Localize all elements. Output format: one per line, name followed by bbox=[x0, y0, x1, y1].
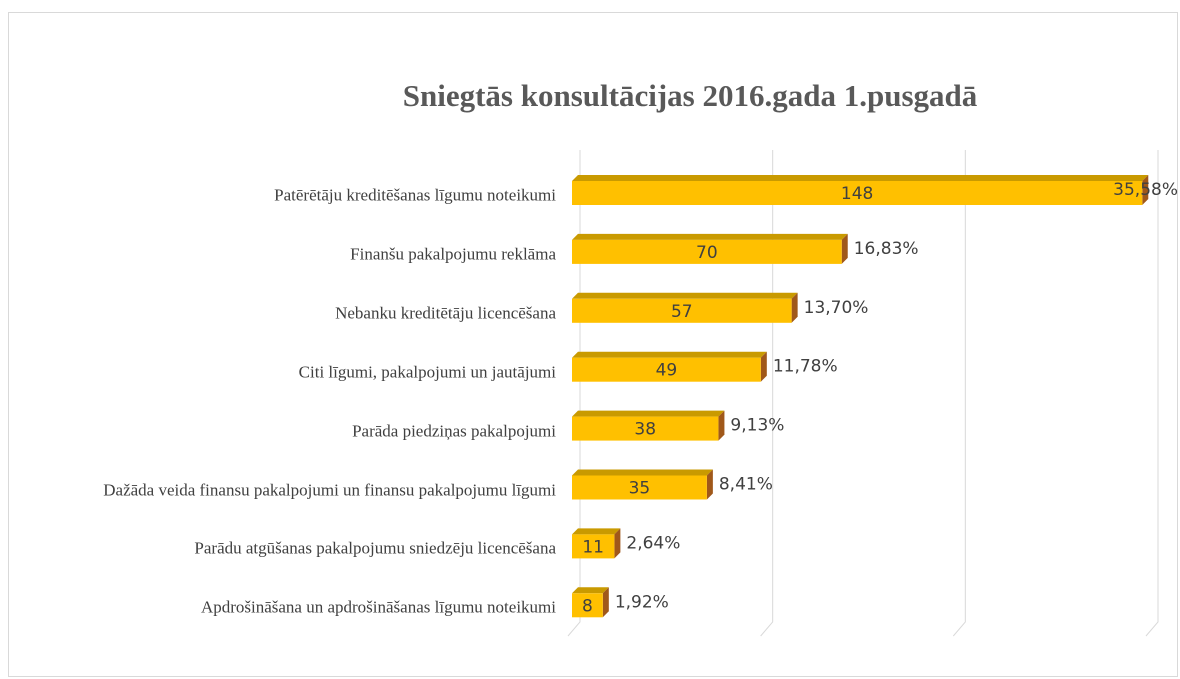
bar bbox=[572, 351, 767, 382]
share-label: 13,70% bbox=[804, 298, 869, 318]
value-label: 148 bbox=[841, 184, 873, 204]
bar-top bbox=[572, 410, 725, 417]
bar bbox=[572, 528, 621, 559]
value-label: 8 bbox=[582, 596, 593, 616]
share-label: 16,83% bbox=[854, 239, 919, 259]
grid-line bbox=[567, 150, 581, 637]
bar-front bbox=[572, 298, 792, 323]
bar bbox=[572, 292, 798, 323]
category-label: Finanšu pakalpojumu reklāma bbox=[350, 244, 556, 264]
share-label: 35,58% bbox=[1113, 180, 1178, 200]
value-label: 11 bbox=[582, 537, 604, 557]
share-label: 8,41% bbox=[719, 475, 773, 495]
bar-side bbox=[791, 292, 798, 323]
category-label: Nebanku kreditētāju licencēšana bbox=[335, 303, 556, 323]
bar bbox=[572, 469, 713, 500]
bar-side bbox=[614, 528, 621, 559]
bar-top bbox=[572, 175, 1149, 181]
bar-front bbox=[572, 416, 719, 441]
grid-line bbox=[760, 150, 774, 637]
category-label: Apdrošināšana un apdrošināšanas līgumu n… bbox=[200, 597, 556, 617]
bar-side bbox=[602, 587, 609, 618]
bar-top bbox=[572, 587, 609, 594]
bar-top bbox=[572, 351, 767, 358]
bar-front bbox=[572, 593, 603, 618]
value-label: 49 bbox=[656, 361, 678, 381]
category-label: Parādu atgūšanas pakalpojumu sniedzēju l… bbox=[194, 538, 556, 558]
bar-front bbox=[572, 475, 707, 500]
grid-line bbox=[1145, 150, 1159, 637]
value-label: 57 bbox=[671, 302, 693, 322]
bar-top bbox=[572, 469, 713, 476]
category-label: Dažāda veida finansu pakalpojumi un fina… bbox=[103, 480, 556, 499]
bar-side bbox=[706, 469, 713, 500]
value-label: 35 bbox=[629, 479, 651, 499]
bar-front bbox=[572, 239, 842, 264]
bar bbox=[572, 175, 1149, 205]
bar-top bbox=[572, 528, 621, 535]
category-label: Patērētāju kreditēšanas līgumu noteikumi bbox=[274, 185, 556, 205]
bar bbox=[572, 233, 848, 264]
bar-top bbox=[572, 233, 848, 240]
share-label: 9,13% bbox=[730, 416, 784, 436]
chart-title: Sniegtās konsultācijas 2016.gada 1.pusga… bbox=[402, 78, 978, 113]
bar-front bbox=[572, 181, 1143, 205]
bar-side bbox=[841, 233, 848, 264]
share-label: 2,64% bbox=[626, 533, 680, 553]
category-label: Parāda piedziņas pakalpojumi bbox=[352, 421, 556, 441]
bar bbox=[572, 410, 725, 441]
share-label: 1,92% bbox=[615, 592, 669, 612]
bar-front bbox=[572, 534, 615, 559]
chart-frame bbox=[8, 12, 1178, 677]
grid-line bbox=[952, 150, 966, 637]
value-label: 38 bbox=[634, 420, 656, 440]
bar-front bbox=[572, 357, 761, 382]
share-label: 11,78% bbox=[773, 357, 838, 377]
bar-side bbox=[718, 410, 725, 441]
bar bbox=[572, 587, 609, 618]
category-label: Citi līgumi, pakalpojumi un jautājumi bbox=[298, 362, 556, 382]
bar-top bbox=[572, 292, 798, 299]
bar-side bbox=[1142, 175, 1149, 205]
value-label: 70 bbox=[696, 243, 718, 263]
bar-side bbox=[760, 351, 767, 382]
